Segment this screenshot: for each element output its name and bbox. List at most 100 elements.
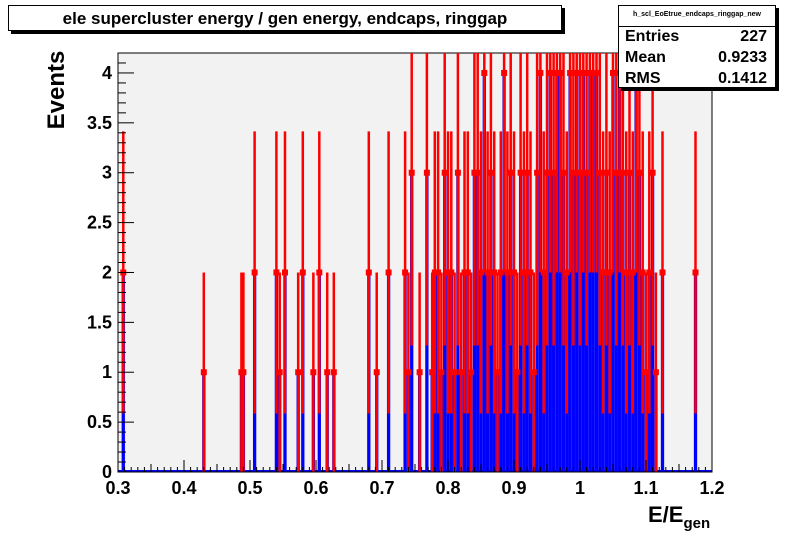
data-point-marker: [385, 269, 392, 276]
data-point-marker: [441, 169, 448, 176]
data-point-marker: [563, 269, 570, 276]
data-point-marker: [659, 269, 666, 276]
data-point-marker: [316, 269, 323, 276]
data-point-marker: [324, 369, 331, 376]
y-tick-label: 0: [102, 462, 112, 482]
data-point-marker: [646, 269, 653, 276]
data-point-marker: [550, 169, 557, 176]
data-point-marker: [577, 169, 583, 176]
data-point-marker: [416, 369, 423, 376]
data-point-marker: [501, 69, 508, 76]
data-point-marker: [200, 369, 207, 376]
x-tick-label: 1.2: [699, 478, 724, 498]
data-point-marker: [547, 69, 554, 76]
stats-histogram-name: h_scl_EoEtrue_endcaps_ringgap_new: [619, 8, 775, 27]
data-point-marker: [487, 169, 494, 176]
data-point-marker: [527, 269, 534, 276]
data-point-marker: [643, 369, 649, 376]
data-point-marker: [484, 269, 491, 276]
data-point-marker: [544, 169, 550, 176]
data-point-marker: [652, 369, 659, 376]
data-point-marker: [649, 169, 656, 176]
x-tick-label: 0.4: [171, 478, 196, 498]
x-tick-label: 0.8: [435, 478, 460, 498]
data-point-marker: [639, 269, 646, 276]
stat-key: Mean: [625, 49, 666, 66]
data-point-marker: [590, 69, 597, 76]
data-point-marker: [600, 269, 607, 276]
data-point-marker: [402, 269, 409, 276]
data-point-marker: [448, 269, 455, 276]
data-point-marker: [458, 369, 465, 376]
data-point-marker: [474, 169, 481, 176]
data-point-marker: [310, 369, 317, 376]
data-point-marker: [557, 69, 564, 76]
data-point-marker: [606, 269, 613, 276]
stat-key: Entries: [625, 28, 680, 45]
data-point-marker: [478, 269, 484, 276]
data-point-marker: [445, 269, 451, 276]
data-point-marker: [636, 169, 643, 176]
data-point-marker: [570, 169, 577, 176]
data-point-marker: [520, 269, 527, 276]
data-point-marker: [583, 169, 590, 176]
data-point-marker: [438, 369, 445, 376]
x-tick-label: 0.6: [303, 478, 328, 498]
data-point-marker: [507, 169, 514, 176]
data-point-marker: [524, 169, 531, 176]
data-point-marker: [610, 69, 616, 76]
y-tick-label: 4: [102, 63, 112, 83]
data-point-marker: [567, 69, 574, 76]
x-tick-label: 1: [575, 478, 585, 498]
stats-box: h_scl_EoEtrue_endcaps_ringgap_new Entrie…: [618, 5, 776, 88]
data-point-marker: [281, 269, 288, 276]
data-point-marker: [299, 269, 306, 276]
data-point-marker: [593, 69, 600, 76]
data-point-marker: [553, 69, 560, 76]
data-point-marker: [431, 269, 438, 276]
data-point-marker: [240, 369, 247, 376]
x-tick-label: 0.3: [105, 478, 130, 498]
data-point-marker: [619, 169, 626, 176]
x-axis-label-sub: gen: [683, 515, 710, 532]
x-tick-label: 1.1: [633, 478, 658, 498]
data-point-marker: [365, 269, 372, 276]
stat-row-entries: Entries 227: [625, 28, 767, 48]
data-point-marker: [517, 169, 524, 176]
y-tick-label: 3.5: [87, 113, 112, 133]
data-point-marker: [405, 369, 412, 376]
data-point-marker: [491, 269, 498, 276]
data-point-marker: [613, 169, 620, 176]
data-point-marker: [603, 169, 610, 176]
stat-key: RMS: [625, 70, 661, 87]
data-point-marker: [373, 369, 380, 376]
stat-value: 227: [740, 28, 767, 45]
x-axis-label: E/Egen: [648, 502, 710, 532]
data-point-marker: [497, 269, 504, 276]
data-point-marker: [596, 169, 603, 176]
title-box: ele supercluster energy / gen energy, en…: [8, 5, 562, 31]
data-point-marker: [494, 369, 501, 376]
data-point-marker: [423, 169, 430, 176]
data-point-marker: [429, 369, 436, 376]
data-point-marker: [626, 169, 633, 176]
data-point-marker: [276, 369, 283, 376]
data-point-marker: [560, 169, 567, 176]
x-tick-label: 0.7: [369, 478, 394, 498]
chart-title: ele supercluster energy / gen energy, en…: [62, 9, 508, 28]
x-axis-label-main: E/E: [648, 502, 683, 527]
data-point-marker: [530, 369, 537, 376]
stat-value: 0.9233: [718, 49, 767, 66]
y-tick-label: 2.5: [87, 213, 112, 233]
data-point-marker: [468, 369, 475, 376]
data-point-marker: [451, 369, 458, 376]
data-point-marker: [464, 269, 471, 276]
y-tick-label: 0.5: [87, 412, 112, 432]
data-point-marker: [273, 269, 280, 276]
data-point-marker: [540, 269, 547, 276]
data-point-marker: [534, 169, 541, 176]
stat-row-rms: RMS 0.1412: [625, 70, 767, 90]
y-tick-label: 1: [102, 362, 112, 382]
data-point-marker: [573, 69, 580, 76]
